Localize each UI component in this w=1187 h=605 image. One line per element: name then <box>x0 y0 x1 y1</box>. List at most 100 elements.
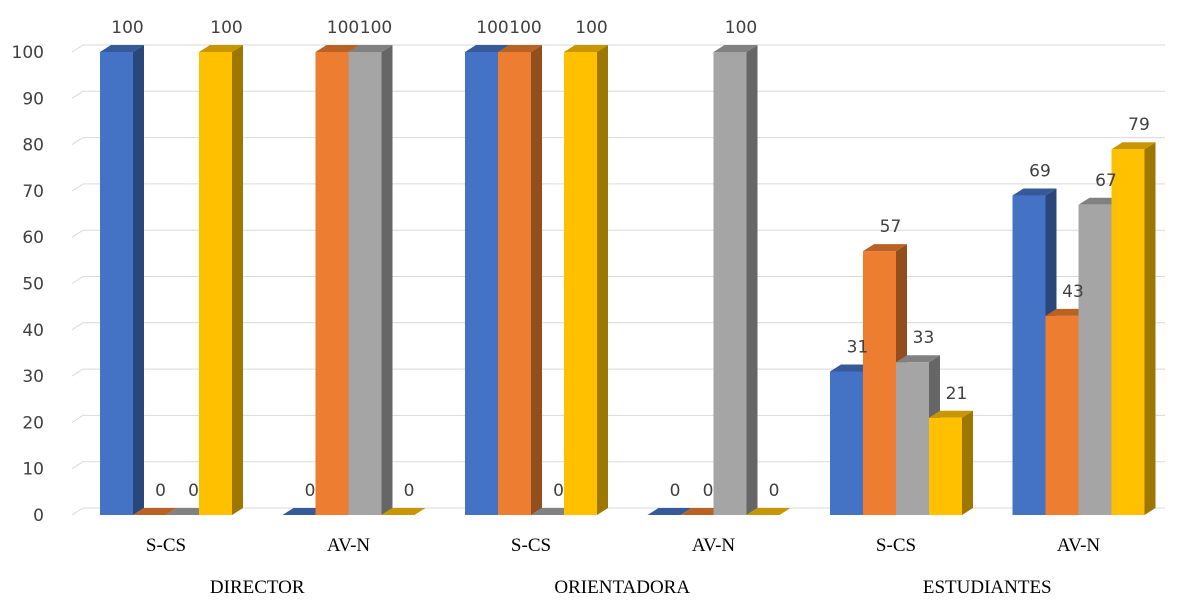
bar-front <box>465 52 498 515</box>
bar-top <box>498 45 542 52</box>
bars <box>100 45 1156 516</box>
y-axis-ticks: 0 10 20 30 40 50 60 70 80 90 100 <box>12 43 44 526</box>
bar <box>564 45 608 515</box>
bar-front <box>1078 204 1112 516</box>
bar-side <box>1144 142 1156 516</box>
data-label: 0 <box>703 481 714 501</box>
bar <box>348 45 393 515</box>
gridline-diag <box>71 368 84 377</box>
x-category-label: S-CS <box>146 535 186 556</box>
gridlines <box>71 44 1165 516</box>
data-label: 69 <box>1029 162 1051 182</box>
bar-side <box>133 45 144 515</box>
bar-side <box>597 45 608 515</box>
data-label: 57 <box>880 217 902 237</box>
bar-front <box>929 417 962 515</box>
x-category-label: S-CS <box>876 535 916 556</box>
gridline-diag <box>71 90 84 99</box>
bar-front <box>100 52 133 515</box>
x-axis-categories: S-CS AV-N S-CS AV-N S-CS AV-N <box>146 535 1100 556</box>
bar-top <box>348 45 393 52</box>
data-label: 100 <box>725 18 757 38</box>
gridline-diag <box>71 229 84 238</box>
bar-top <box>746 508 791 515</box>
y-tick-label: 70 <box>22 182 44 202</box>
x-category-label: AV-N <box>327 535 371 556</box>
gridline-diag <box>71 322 84 331</box>
bar-top <box>564 45 608 52</box>
bar-front <box>896 362 929 515</box>
bar <box>199 45 243 515</box>
bar-top <box>929 410 973 418</box>
data-label: 31 <box>847 337 869 357</box>
y-tick-label: 10 <box>22 460 44 480</box>
bar-front <box>830 371 863 515</box>
bar-top <box>1111 142 1156 150</box>
bar <box>498 45 542 515</box>
bar-top <box>1012 188 1057 196</box>
bar <box>100 45 144 515</box>
data-label: 0 <box>404 481 415 501</box>
bar-top <box>381 508 426 515</box>
bar <box>746 508 791 515</box>
bar-top <box>100 45 144 52</box>
bar-front <box>564 52 597 515</box>
bar-top <box>713 45 758 52</box>
bar-top <box>863 244 907 252</box>
data-label: 33 <box>913 328 935 348</box>
data-label: 79 <box>1128 115 1150 135</box>
gridline-diag <box>71 461 84 470</box>
x-group-label: DIRECTOR <box>210 577 305 598</box>
gridline-diag <box>71 414 84 423</box>
y-tick-label: 100 <box>12 43 44 63</box>
bar-top <box>465 45 509 52</box>
y-tick-label: 30 <box>22 367 44 387</box>
bar-front <box>498 52 531 515</box>
y-tick-label: 50 <box>22 275 44 295</box>
y-tick-label: 80 <box>22 136 44 156</box>
x-group-label: ORIENTADORA <box>554 577 690 598</box>
x-category-label: AV-N <box>692 535 736 556</box>
data-label: 21 <box>946 384 968 404</box>
bar-side <box>746 45 758 515</box>
bar-side <box>962 410 973 515</box>
data-label: 0 <box>155 481 166 501</box>
bar-side <box>531 45 542 515</box>
gridline-diag <box>71 137 84 146</box>
gridline-diag <box>71 276 84 284</box>
y-tick-label: 40 <box>22 321 44 341</box>
x-category-label: AV-N <box>1057 535 1101 556</box>
bar-front <box>713 52 747 515</box>
data-label: 43 <box>1062 282 1084 302</box>
bar <box>647 508 692 515</box>
bar-top <box>133 508 177 515</box>
bar <box>133 508 177 515</box>
data-label: 67 <box>1095 171 1117 191</box>
gridline-diag <box>71 183 84 192</box>
bar-front <box>863 251 896 515</box>
y-tick-label: 0 <box>33 506 44 526</box>
data-label: 100 <box>575 18 607 38</box>
bar <box>929 410 973 515</box>
data-label: 0 <box>188 481 199 501</box>
bar-side <box>381 45 393 515</box>
bar-side <box>232 45 243 515</box>
data-label: 100 <box>360 18 392 38</box>
bar-front <box>199 52 232 515</box>
data-label: 0 <box>769 481 780 501</box>
gridline-diag <box>71 507 84 516</box>
data-label: 100 <box>476 18 508 38</box>
data-label: 100 <box>210 18 242 38</box>
data-label: 100 <box>111 18 143 38</box>
bar <box>1012 188 1057 515</box>
data-label: 0 <box>553 481 564 501</box>
bar-front <box>348 52 382 515</box>
x-category-label: S-CS <box>511 535 551 556</box>
x-axis-groups: DIRECTOR ORIENTADORA ESTUDIANTES <box>210 577 1052 598</box>
data-label: 100 <box>509 18 541 38</box>
bar <box>381 508 426 515</box>
bar-front <box>1012 195 1046 515</box>
bar-top <box>896 355 940 363</box>
